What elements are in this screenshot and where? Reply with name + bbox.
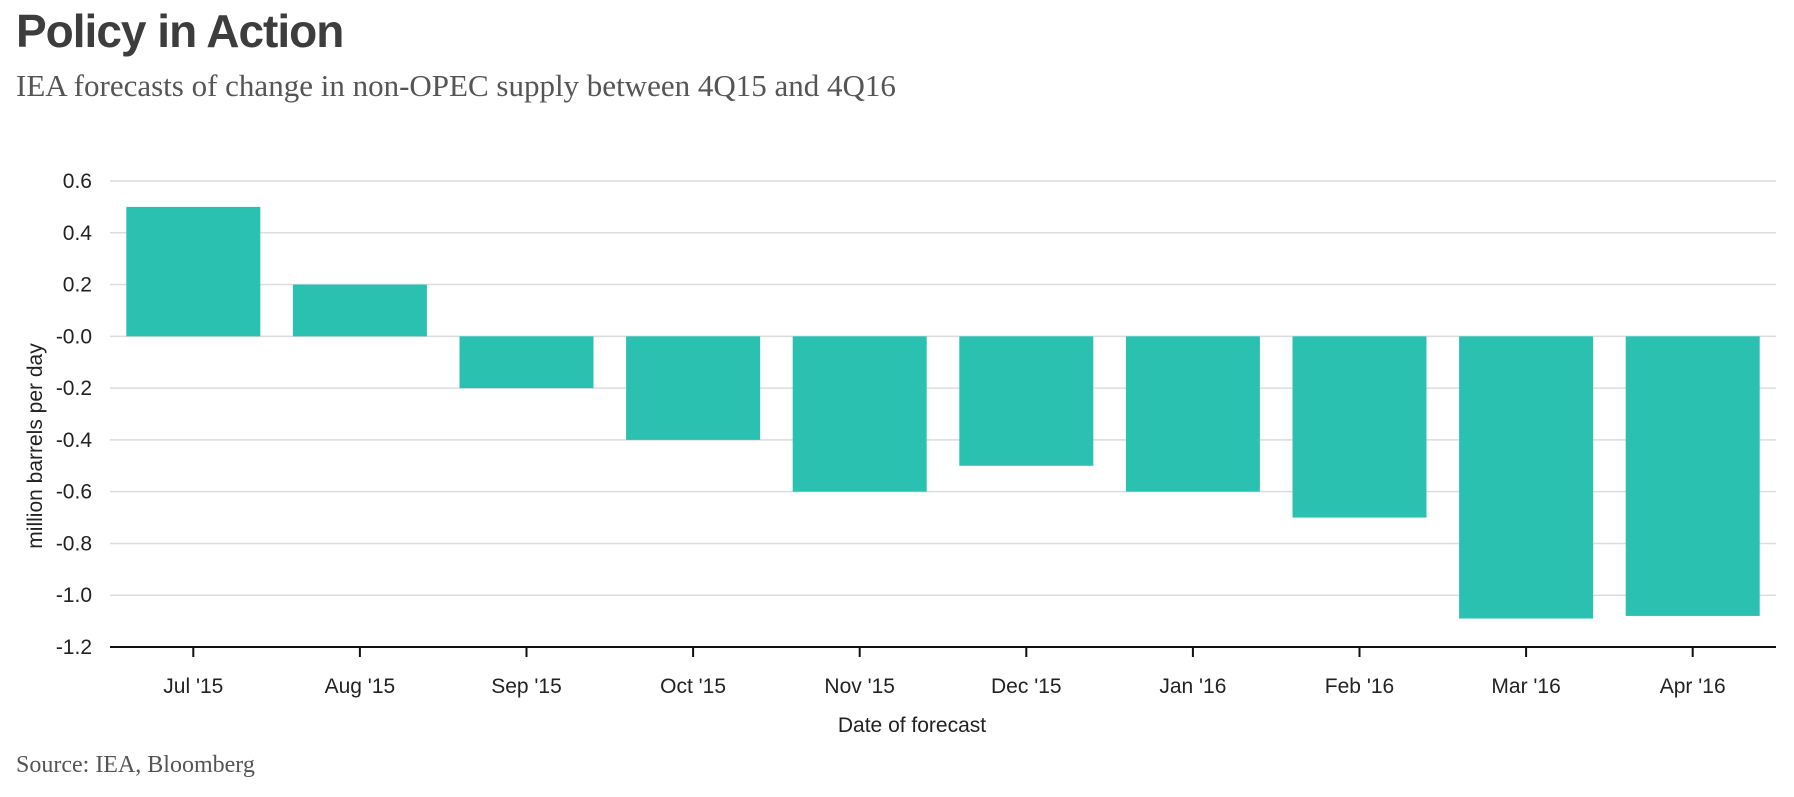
- x-tick-label: Nov '15: [824, 675, 895, 698]
- bar-9: [1625, 336, 1760, 616]
- bar-5: [959, 336, 1094, 466]
- x-tick-label: Feb '16: [1325, 675, 1394, 698]
- y-tick-label: -0.6: [56, 481, 92, 504]
- bar-8: [1459, 336, 1594, 619]
- x-tick-label: Aug '15: [325, 675, 396, 698]
- x-tick-label: Dec '15: [991, 675, 1062, 698]
- y-tick-label: 0.6: [63, 170, 92, 193]
- source-note: Source: IEA, Bloomberg: [16, 752, 255, 778]
- bar-2: [459, 336, 594, 389]
- bar-0: [126, 206, 261, 337]
- x-tick-label: Jul '15: [163, 675, 223, 698]
- x-tick-label: Oct '15: [660, 675, 726, 698]
- y-tick-label: -0.8: [56, 532, 92, 555]
- bar-1: [292, 284, 427, 337]
- chart-subtitle: IEA forecasts of change in non-OPEC supp…: [16, 68, 896, 103]
- bar-7: [1292, 336, 1427, 518]
- bar-3: [626, 336, 761, 440]
- bar-6: [1125, 336, 1260, 492]
- y-tick-label: -1.0: [56, 584, 92, 607]
- y-axis-title: million barrels per day: [24, 343, 47, 549]
- x-tick-label: Jan '16: [1159, 675, 1226, 698]
- y-tick-label: 0.2: [63, 274, 92, 297]
- bars: [126, 206, 1760, 619]
- bar-4: [792, 336, 927, 492]
- y-tick-label: -0.0: [56, 325, 92, 348]
- x-tick-label: Apr '16: [1660, 675, 1726, 698]
- y-tick-label: -1.2: [56, 636, 92, 659]
- chart-title: Policy in Action: [16, 5, 344, 57]
- x-axis-title: Date of forecast: [838, 714, 986, 737]
- bar-chart: 0.6 0.4 0.2 -0.0 -0.2 -0.4 -0.6 -0.8 -1.0 -1.2 Jul…: [24, 170, 1776, 737]
- x-tick-label: Mar '16: [1491, 675, 1560, 698]
- y-tick-label: -0.2: [56, 377, 92, 400]
- y-tick-label: 0.4: [63, 222, 93, 245]
- x-tick-label: Sep '15: [491, 675, 562, 698]
- axes: 0.6 0.4 0.2 -0.0 -0.2 -0.4 -0.6 -0.8 -1.0 -1.2 Jul…: [56, 170, 1776, 698]
- y-tick-label: -0.4: [56, 429, 93, 452]
